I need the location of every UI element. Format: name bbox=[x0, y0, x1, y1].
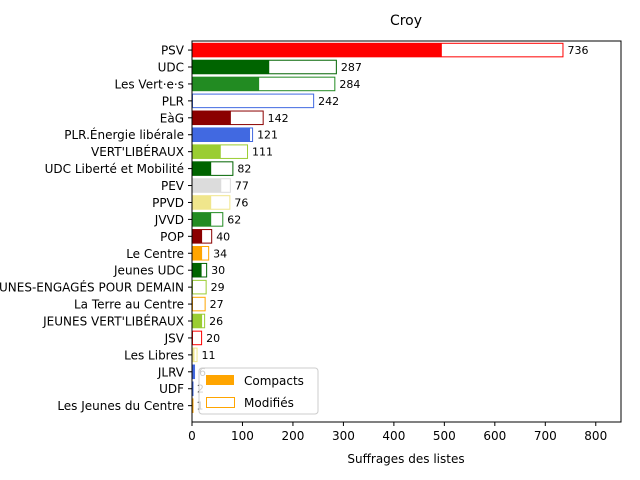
category-label-la-terre-au-centre: La Terre au Centre bbox=[74, 298, 184, 312]
value-label-la-terre-au-centre: 27 bbox=[210, 298, 224, 311]
bar-compacts-udc bbox=[192, 60, 270, 74]
category-label-jeunes-vert-lib-raux: JEUNES VERT'LIBÉRAUX bbox=[42, 314, 184, 329]
legend-swatch-modifies bbox=[206, 397, 235, 408]
bar-compacts-e-g bbox=[192, 111, 231, 125]
value-label-pev: 77 bbox=[235, 180, 249, 193]
bar-compacts-plr-nergie-lib-rale bbox=[192, 127, 251, 142]
bar-total-plr bbox=[192, 93, 315, 109]
category-label-pev: PEV bbox=[161, 179, 185, 193]
legend-swatch-compacts bbox=[206, 375, 234, 385]
bar-compacts-psv bbox=[192, 43, 442, 57]
bar-total-jsv bbox=[192, 330, 203, 346]
x-ticks: 0 100 200 300 400 500 600 700 800 bbox=[188, 422, 607, 443]
x-tick-label-400: 400 bbox=[382, 429, 405, 443]
category-label-e-g: EàG bbox=[160, 111, 184, 125]
bar-total-les-jeunes-du-centre bbox=[192, 398, 194, 413]
category-label-psv: PSV bbox=[161, 44, 185, 58]
value-label-les-vert-e-s: 284 bbox=[339, 78, 360, 91]
x-tick-label-300: 300 bbox=[332, 429, 355, 443]
value-label-le-centre: 34 bbox=[213, 247, 227, 260]
value-label-psv: 736 bbox=[567, 44, 588, 57]
value-label-les-libres: 11 bbox=[202, 349, 216, 362]
category-label-plr-nergie-lib-rale: PLR.Énergie libérale bbox=[64, 127, 184, 142]
x-axis-label: Suffrages des listes bbox=[347, 452, 464, 466]
category-label-le-centre: Le Centre bbox=[126, 247, 184, 261]
value-label-plr: 242 bbox=[318, 95, 339, 108]
value-label-plr-nergie-lib-rale: 121 bbox=[257, 129, 278, 142]
value-label-jsv: 20 bbox=[206, 332, 220, 345]
x-tick-label-200: 200 bbox=[281, 429, 304, 443]
value-label-jeunes-engag-s-pour-demain: 29 bbox=[211, 281, 225, 294]
bar-total-udf bbox=[192, 381, 194, 397]
category-label-ppvd: PPVD bbox=[152, 196, 184, 210]
bar-compacts-udc-libert-et-mobilit bbox=[192, 161, 212, 176]
value-label-udc: 287 bbox=[341, 61, 362, 74]
legend-label-compacts: Compacts bbox=[244, 374, 304, 388]
plot-frame bbox=[191, 40, 622, 423]
category-label-udf: UDF bbox=[159, 382, 184, 396]
bar-compacts-jeunes-udc bbox=[192, 263, 202, 277]
chart-title: Croy bbox=[390, 13, 422, 29]
value-label-ppvd: 76 bbox=[234, 196, 248, 209]
value-label-e-g: 142 bbox=[268, 112, 289, 125]
category-label-udc-libert-et-mobilit: UDC Liberté et Mobilité bbox=[45, 162, 184, 176]
value-label-udc-libert-et-mobilit: 82 bbox=[237, 163, 251, 176]
x-tick-label-100: 100 bbox=[231, 429, 254, 443]
category-label-les-jeunes-du-centre: Les Jeunes du Centre bbox=[57, 399, 184, 413]
bar-compacts-jlrv bbox=[192, 365, 195, 379]
category-label-les-vert-e-s: Les Vert·e·s bbox=[115, 77, 185, 91]
bar-compacts-ppvd bbox=[192, 195, 212, 210]
category-label-udc: UDC bbox=[158, 61, 184, 75]
category-label-vert-lib-raux: VERT'LIBÉRAUX bbox=[91, 144, 184, 159]
bar-compacts-les-libres bbox=[192, 348, 195, 362]
x-tick-label-600: 600 bbox=[483, 429, 506, 443]
category-label-pop: POP bbox=[160, 230, 184, 244]
bar-compacts-jeunes-vert-lib-raux bbox=[192, 314, 203, 328]
category-label-jlrv: JLRV bbox=[157, 365, 185, 379]
x-tick-label-700: 700 bbox=[534, 429, 557, 443]
value-label-jeunes-vert-lib-raux: 26 bbox=[209, 315, 223, 328]
bars-group bbox=[192, 42, 564, 413]
value-label-jvvd: 62 bbox=[227, 213, 241, 226]
category-label-jvvd: JVVD bbox=[154, 213, 184, 227]
value-label-jeunes-udc: 30 bbox=[211, 264, 225, 277]
bar-compacts-pev bbox=[192, 178, 222, 193]
value-label-vert-lib-raux: 111 bbox=[252, 146, 273, 159]
bar-compacts-le-centre bbox=[192, 246, 203, 261]
category-label-jsv: JSV bbox=[164, 331, 185, 345]
bar-total-jeunes-engag-s-pour-demain bbox=[192, 279, 207, 295]
bar-compacts-jvvd bbox=[192, 212, 212, 227]
bar-compacts-vert-lib-raux bbox=[192, 144, 221, 159]
bar-compacts-pop bbox=[192, 229, 203, 244]
x-tick-label-800: 800 bbox=[584, 429, 607, 443]
category-label-jeunes-udc: Jeunes UDC bbox=[113, 264, 184, 278]
bar-compacts-les-vert-e-s bbox=[192, 77, 260, 91]
category-labels: PSV UDC Les Vert·e·s PLR EàG PLR.Énergie libé… bbox=[0, 44, 192, 413]
legend-label-modifies: Modifiés bbox=[244, 396, 294, 410]
x-tick-label-0: 0 bbox=[188, 429, 196, 443]
category-label-jeunes-engag-s-pour-demain: JEUNES-ENGAGÉS POUR DEMAIN bbox=[0, 280, 184, 295]
bar-total-la-terre-au-centre bbox=[192, 296, 206, 312]
value-label-pop: 40 bbox=[216, 230, 230, 243]
legend: Compacts Modifiés bbox=[198, 367, 319, 415]
category-label-plr: PLR bbox=[162, 94, 184, 108]
x-tick-label-500: 500 bbox=[433, 429, 456, 443]
category-label-les-libres: Les Libres bbox=[124, 348, 184, 362]
